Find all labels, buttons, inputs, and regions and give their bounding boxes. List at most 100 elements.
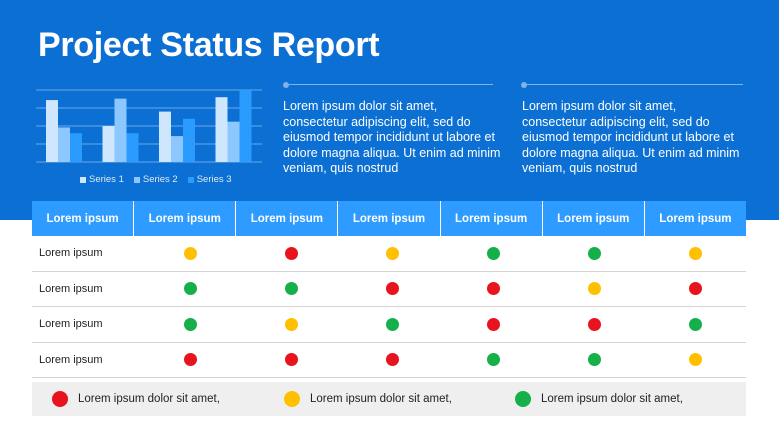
row-label: Lorem ipsum <box>39 247 103 260</box>
row-label: Lorem ipsum <box>39 318 103 331</box>
table-header-cell: Lorem ipsum <box>440 201 543 236</box>
green-status-dot-icon <box>487 246 500 260</box>
legend-label: Series 2 <box>142 174 178 185</box>
yellow-status-dot-icon <box>184 246 197 260</box>
status-legend-label: Lorem ipsum dolor sit amet, <box>541 393 683 405</box>
chart-bar <box>46 100 58 162</box>
red-status-dot-icon <box>487 317 500 331</box>
yellow-status-dot-icon <box>588 282 601 296</box>
table-row: Lorem ipsum <box>32 271 746 307</box>
status-legend-label: Lorem ipsum dolor sit amet, <box>78 393 220 405</box>
row-label: Lorem ipsum <box>39 282 103 295</box>
divider-dot <box>521 82 527 88</box>
green-status-dot-icon <box>285 282 298 296</box>
chart-legend-item: Series 1 <box>80 174 124 185</box>
chart-legend-item: Series 3 <box>187 174 232 185</box>
table-header-cell: Lorem ipsum <box>236 201 339 236</box>
status-cell <box>140 272 241 307</box>
red-status-dot-icon <box>52 391 68 407</box>
legend-swatch-icon <box>133 176 140 183</box>
yellow-status-dot-icon <box>689 353 702 367</box>
table-row: Lorem ipsum <box>32 307 746 343</box>
status-cell <box>645 272 746 307</box>
chart-bar <box>159 111 171 162</box>
green-status-dot-icon <box>689 317 702 331</box>
green-status-dot-icon <box>487 353 500 367</box>
red-status-dot-icon <box>285 353 298 367</box>
status-cell <box>342 343 443 378</box>
status-cell <box>443 343 544 378</box>
status-legend-label: Lorem ipsum dolor sit amet, <box>310 393 452 405</box>
green-status-dot-icon <box>588 353 601 367</box>
status-legend-item-red: Lorem ipsum dolor sit amet, <box>52 382 220 416</box>
green-status-dot-icon <box>184 317 197 331</box>
table-header-cell: Lorem ipsum <box>542 201 645 236</box>
yellow-status-dot-icon <box>386 246 399 260</box>
table-row: Lorem ipsum <box>32 342 746 378</box>
bar-chart-canvas <box>36 89 262 163</box>
status-cell <box>443 307 544 342</box>
status-cell <box>544 343 645 378</box>
red-status-dot-icon <box>588 317 601 331</box>
red-status-dot-icon <box>487 282 500 296</box>
chart-legend: Series 1 Series 2 Series 3 <box>80 174 232 185</box>
chart-bar <box>215 97 228 162</box>
status-cell <box>140 343 241 378</box>
header-band <box>0 0 779 220</box>
table-row: Lorem ipsum <box>32 236 746 272</box>
chart-bar <box>171 136 183 162</box>
yellow-status-dot-icon <box>285 317 298 331</box>
status-cell <box>645 343 746 378</box>
red-status-dot-icon <box>386 282 399 296</box>
green-status-dot-icon <box>184 282 197 296</box>
status-legend-bar: Lorem ipsum dolor sit amet, Lorem ipsum … <box>32 382 746 416</box>
yellow-status-dot-icon <box>689 246 702 260</box>
red-status-dot-icon <box>386 353 399 367</box>
bar-chart: Series 1 Series 2 Series 3 <box>36 82 262 192</box>
yellow-status-dot-icon <box>284 391 300 407</box>
status-cell <box>241 272 342 307</box>
status-cell <box>140 236 241 271</box>
table-header-cell: Lorem ipsum <box>32 201 135 236</box>
chart-bar <box>126 133 139 162</box>
divider-line <box>527 84 743 85</box>
chart-bar <box>239 90 252 162</box>
chart-bar <box>58 127 70 162</box>
chart-bar <box>70 133 82 162</box>
red-status-dot-icon <box>285 246 298 260</box>
status-cell <box>645 307 746 342</box>
legend-swatch-icon <box>80 176 86 183</box>
table-body: Lorem ipsum Lorem ipsum Lorem ipsum Lorem i… <box>32 236 746 378</box>
status-cell <box>443 236 544 271</box>
text-block-divider-2 <box>521 82 743 88</box>
chart-legend-item: Series 2 <box>133 174 178 185</box>
status-cell <box>443 272 544 307</box>
red-status-dot-icon <box>689 282 702 296</box>
page-title: Project Status Report <box>38 26 380 64</box>
status-table: Lorem ipsum Lorem ipsum Lorem ipsum Lore… <box>32 201 746 378</box>
status-cell <box>241 236 342 271</box>
chart-bar <box>102 126 115 162</box>
text-block-divider-1 <box>283 82 493 88</box>
status-cell <box>544 272 645 307</box>
table-header-cell: Lorem ipsum <box>644 201 746 236</box>
row-label: Lorem ipsum <box>39 353 103 366</box>
status-legend-item-green: Lorem ipsum dolor sit amet, <box>515 382 683 416</box>
status-cell <box>342 236 443 271</box>
green-status-dot-icon <box>588 246 601 260</box>
chart-bar <box>227 121 240 162</box>
status-cell <box>544 307 645 342</box>
green-status-dot-icon <box>515 391 531 407</box>
text-block-1: Lorem ipsum dolor sit amet, consectetur … <box>283 99 501 176</box>
legend-label: Series 3 <box>196 174 232 185</box>
status-cell <box>342 272 443 307</box>
chart-bar <box>114 98 127 162</box>
legend-swatch-icon <box>187 176 194 183</box>
status-cell <box>241 307 342 342</box>
table-header-cell: Lorem ipsum <box>134 201 237 236</box>
status-cell <box>544 236 645 271</box>
divider-line <box>289 84 493 85</box>
table-header-row: Lorem ipsum Lorem ipsum Lorem ipsum Lore… <box>32 201 746 236</box>
table-header-cell: Lorem ipsum <box>338 201 441 236</box>
text-block-2: Lorem ipsum dolor sit amet, consectetur … <box>522 99 740 176</box>
